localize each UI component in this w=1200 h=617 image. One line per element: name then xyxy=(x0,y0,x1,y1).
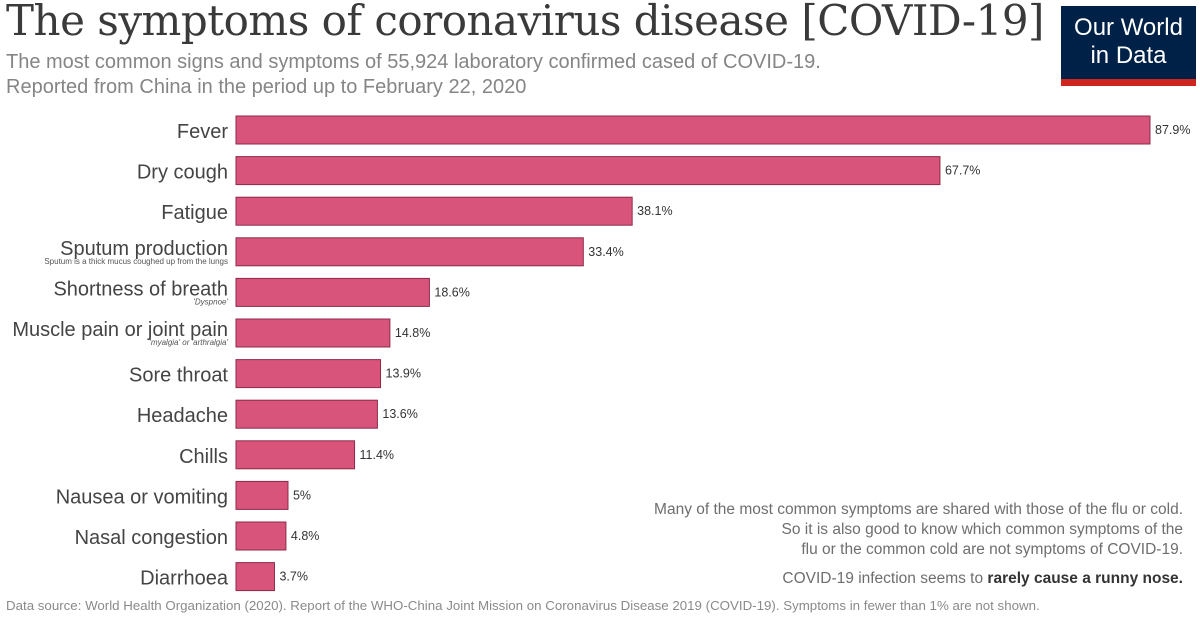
logo-accent-bar xyxy=(1061,79,1196,86)
bar-diarrhoea xyxy=(235,562,275,592)
category-label-nausea-or-vomiting: Nausea or vomiting xyxy=(56,486,228,508)
category-label-sputum-production: Sputum production xyxy=(60,238,228,260)
note-line-2: So it is also good to know which common … xyxy=(781,521,1183,538)
bar-sore-throat xyxy=(235,359,382,389)
runny-nose-note: COVID-19 infection seems to rarely cause… xyxy=(583,569,1183,589)
logo-line-1: Our World xyxy=(1074,14,1183,41)
value-label-headache: 13.6% xyxy=(382,407,417,421)
category-label-dry-cough: Dry cough xyxy=(137,162,228,184)
category-label-shortness-of-breath: Shortness of breath xyxy=(53,278,228,300)
category-label-fatigue: Fatigue xyxy=(161,202,228,224)
value-label-fever: 87.9% xyxy=(1155,123,1190,137)
runny-nose-prefix: COVID-19 infection seems to xyxy=(782,570,988,587)
category-label-chills: Chills xyxy=(179,446,228,468)
bar-nasal-congestion xyxy=(235,521,287,551)
category-label-muscle-pain-or-joint-pain: Muscle pain or joint pain xyxy=(12,319,228,341)
logo-line-2: in Data xyxy=(1090,42,1167,69)
runny-nose-emphasis: rarely cause a runny nose. xyxy=(987,570,1183,587)
category-label-sore-throat: Sore throat xyxy=(129,365,228,387)
category-note-muscle-pain-or-joint-pain: 'myalgia' or 'arthralgia' xyxy=(149,338,228,347)
value-label-sore-throat: 13.9% xyxy=(386,367,421,381)
bar-shortness-of-breath xyxy=(235,277,430,307)
value-label-fatigue: 38.1% xyxy=(637,204,672,218)
bar-muscle-pain-or-joint-pain xyxy=(235,318,391,348)
value-label-sputum-production: 33.4% xyxy=(588,245,623,259)
category-label-nasal-congestion: Nasal congestion xyxy=(75,527,228,549)
category-label-fever: Fever xyxy=(177,121,228,143)
subtitle-line-1: The most common signs and symptoms of 55… xyxy=(6,51,821,73)
bar-headache xyxy=(235,399,378,429)
data-source: Data source: World Health Organization (… xyxy=(6,598,1040,613)
bar-fatigue xyxy=(235,196,633,226)
category-label-headache: Headache xyxy=(137,405,228,427)
note-line-3: flu or the common cold are not symptoms … xyxy=(801,541,1183,558)
subtitle-line-2: Reported from China in the period up to … xyxy=(6,76,527,98)
value-label-nausea-or-vomiting: 5% xyxy=(293,488,311,502)
bar-fever xyxy=(235,115,1151,145)
category-note-sputum-production: Sputum is a thick mucus coughed up from … xyxy=(44,257,228,266)
our-world-in-data-logo[interactable]: Our World in Data xyxy=(1061,6,1196,86)
bar-chills xyxy=(235,440,356,470)
flu-comparison-note: Many of the most common symptoms are sha… xyxy=(583,500,1183,589)
note-line-1: Many of the most common symptoms are sha… xyxy=(654,501,1183,518)
value-label-nasal-congestion: 4.8% xyxy=(291,529,320,543)
value-label-dry-cough: 67.7% xyxy=(945,164,980,178)
value-label-muscle-pain-or-joint-pain: 14.8% xyxy=(395,326,430,340)
category-label-diarrhoea: Diarrhoea xyxy=(140,568,229,590)
value-label-chills: 11.4% xyxy=(360,448,395,462)
bar-dry-cough xyxy=(235,156,941,186)
value-label-shortness-of-breath: 18.6% xyxy=(434,285,469,299)
bar-sputum-production xyxy=(235,237,584,267)
bar-nausea-or-vomiting xyxy=(235,480,289,510)
value-label-diarrhoea: 3.7% xyxy=(279,570,308,584)
category-note-shortness-of-breath: 'Dyspnoe' xyxy=(193,297,228,306)
chart-title: The symptoms of coronavirus disease [COV… xyxy=(6,0,1044,45)
chart-subtitle: The most common signs and symptoms of 55… xyxy=(6,50,821,100)
